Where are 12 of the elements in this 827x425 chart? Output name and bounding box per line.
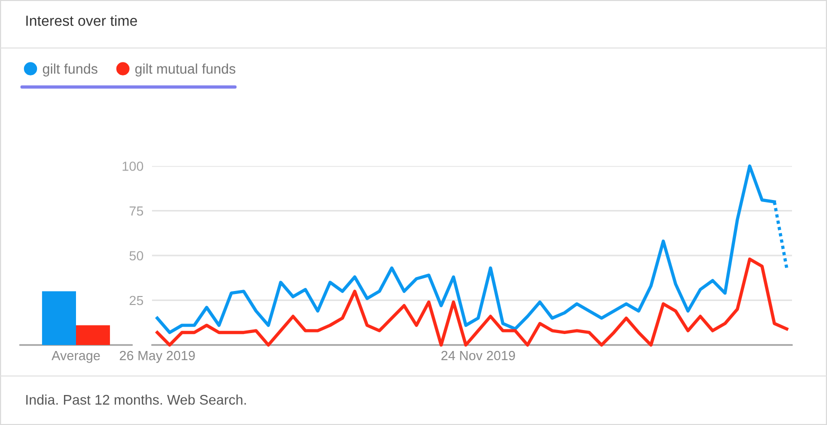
legend-label: gilt mutual funds <box>135 64 236 77</box>
legend-label: gilt funds <box>42 64 98 77</box>
y-tick-label: 75 <box>130 206 144 216</box>
line-series <box>156 257 788 347</box>
x-tick-label: Average <box>52 351 100 363</box>
text: India. Past 12 months. Web Search. <box>26 394 246 405</box>
x-tick-label: 24 Nov 2019 <box>441 350 515 360</box>
x-tick-label: 26 May 2019 <box>120 350 195 363</box>
y-tick-label: 100 <box>122 162 144 171</box>
y-tick-label: 25 <box>130 296 144 306</box>
chart-title: Interest over time <box>26 15 138 26</box>
y-tick-label: 50 <box>130 251 144 260</box>
